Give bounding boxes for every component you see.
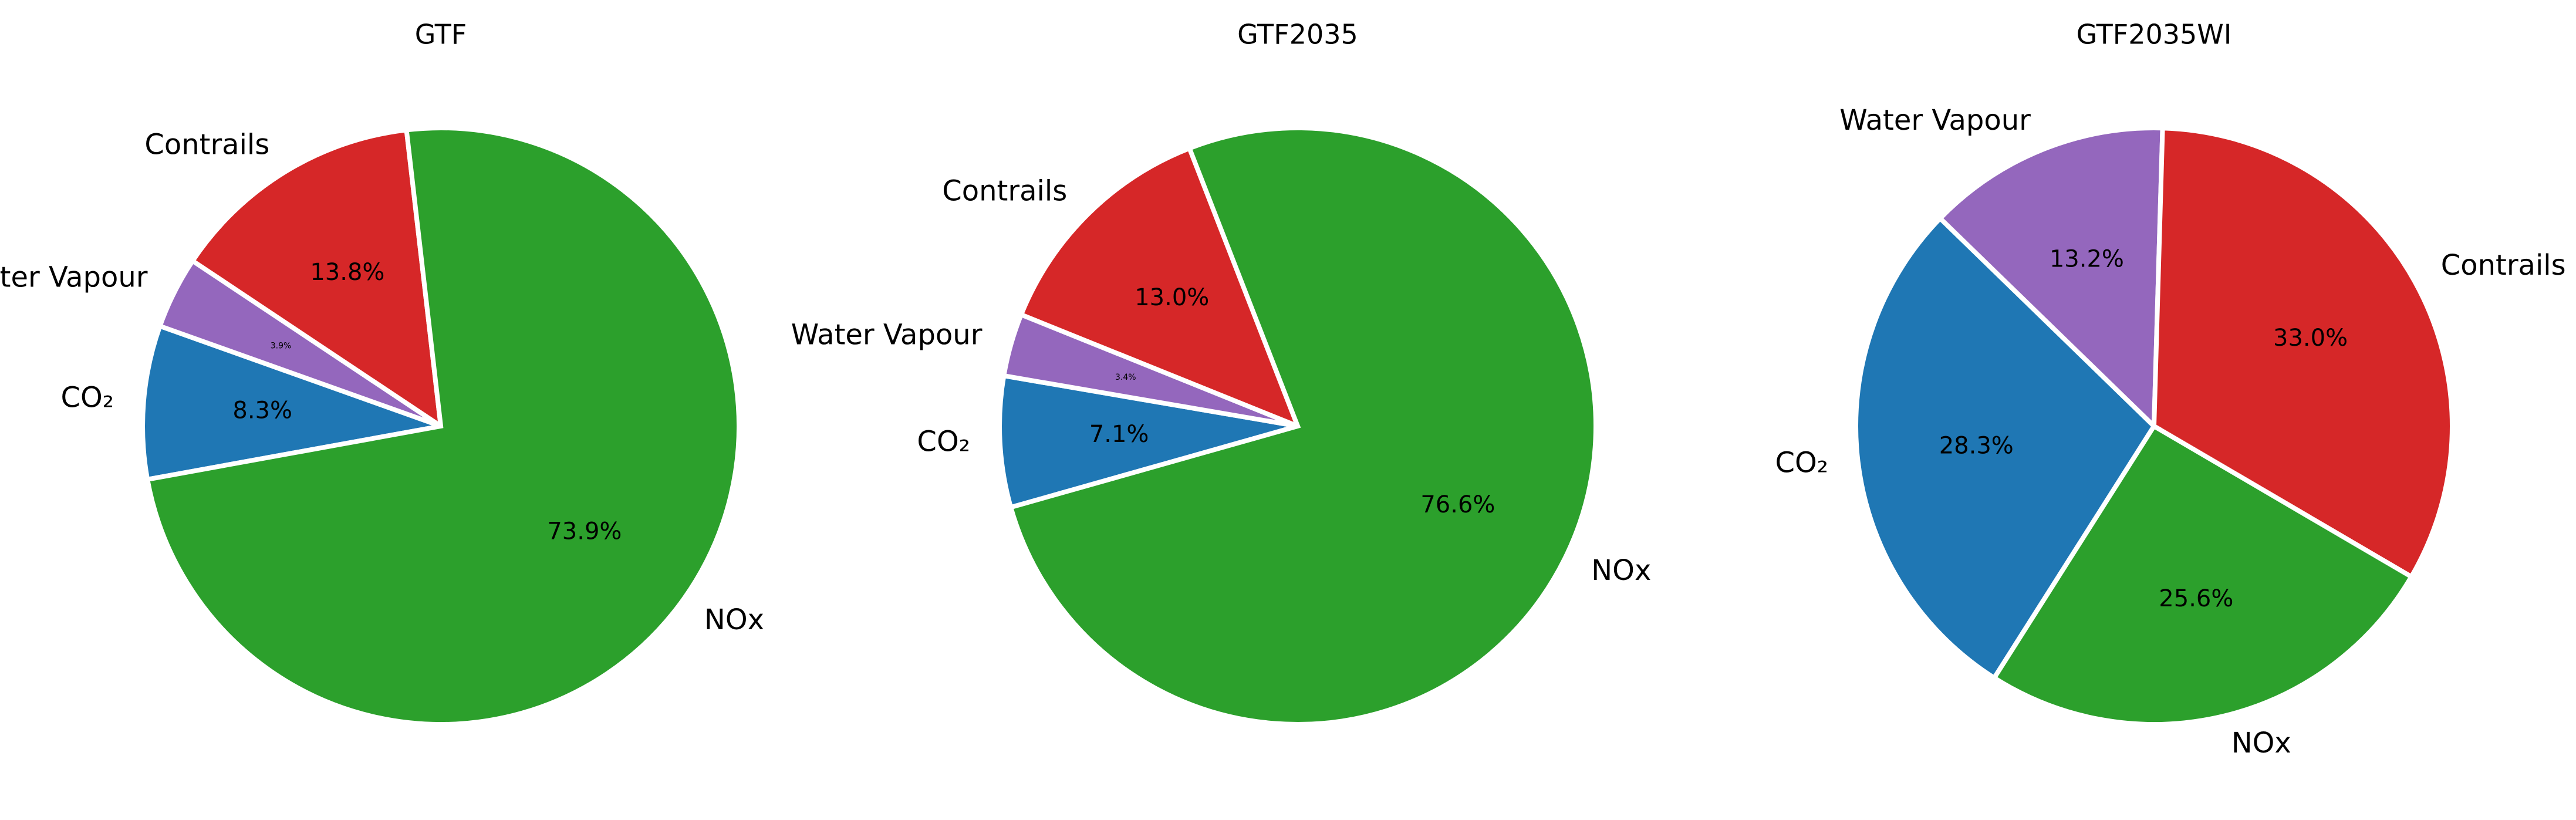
pie-slice-water-vapour (1937, 126, 2165, 432)
slice-percent-contrails: 13.8% (310, 259, 384, 286)
slice-label-contrails: Contrails (2441, 249, 2566, 282)
pie-slice-contrails (1018, 145, 1302, 431)
pie-slice-nox (1008, 126, 1598, 727)
pie-slice-co2 (1853, 215, 2158, 681)
slice-label-nox: NOx (2231, 727, 2291, 760)
slice-percent-contrails: 13.0% (1135, 284, 1209, 311)
slice-label-water-vapour: Water Vapour (1839, 104, 2031, 137)
slice-label-contrails: Contrails (144, 128, 269, 161)
pie-slice-co2 (997, 373, 1299, 511)
slice-percent-co2: 8.3% (232, 397, 292, 424)
slice-percent-nox: 76.6% (1420, 491, 1495, 518)
pie-slice-nox (1991, 423, 2415, 727)
slice-label-co2: CO₂ (1775, 446, 1828, 479)
pie-chart-1: GTF CO₂ 8.3% Water Vapour 3.9% Contrails 13.8%… (0, 19, 764, 727)
slice-percent-water-vapour: 3.9% (271, 341, 292, 350)
chart-title: GTF (415, 19, 467, 50)
slice-percent-nox: 25.6% (2159, 585, 2233, 612)
slice-label-co2: CO₂ (917, 426, 970, 458)
chart-title: GTF2035 (1237, 19, 1358, 50)
pie-chart-3: GTF2035WI CO₂ 28.3% Water Vapour 13.2% Contra… (1775, 19, 2565, 760)
pie-slice-nox (144, 126, 741, 727)
slice-label-contrails: Contrails (942, 175, 1067, 208)
slice-percent-nox: 73.9% (547, 518, 622, 545)
slice-percent-co2: 7.1% (1089, 421, 1149, 448)
slice-percent-water-vapour: 13.2% (2050, 246, 2124, 273)
chart-title: GTF2035WI (2077, 19, 2232, 50)
slice-label-co2: CO₂ (60, 382, 114, 414)
slice-percent-contrails: 33.0% (2273, 325, 2348, 352)
pie-chart-2: GTF2035 CO₂ 7.1% Water Vapour 3.4% Contrails 1… (791, 19, 1651, 727)
pie-slice-contrails (2151, 126, 2455, 581)
slice-percent-co2: 28.3% (1939, 433, 2014, 460)
pie-slice-co2 (140, 323, 450, 482)
slice-label-water-vapour: Water Vapour (0, 261, 148, 293)
slice-percent-water-vapour: 3.4% (1115, 373, 1136, 382)
slice-label-nox: NOx (704, 603, 764, 636)
slice-label-water-vapour: Water Vapour (791, 318, 983, 351)
pie-slice-contrails (189, 127, 444, 431)
slice-label-nox: NOx (1591, 554, 1651, 587)
